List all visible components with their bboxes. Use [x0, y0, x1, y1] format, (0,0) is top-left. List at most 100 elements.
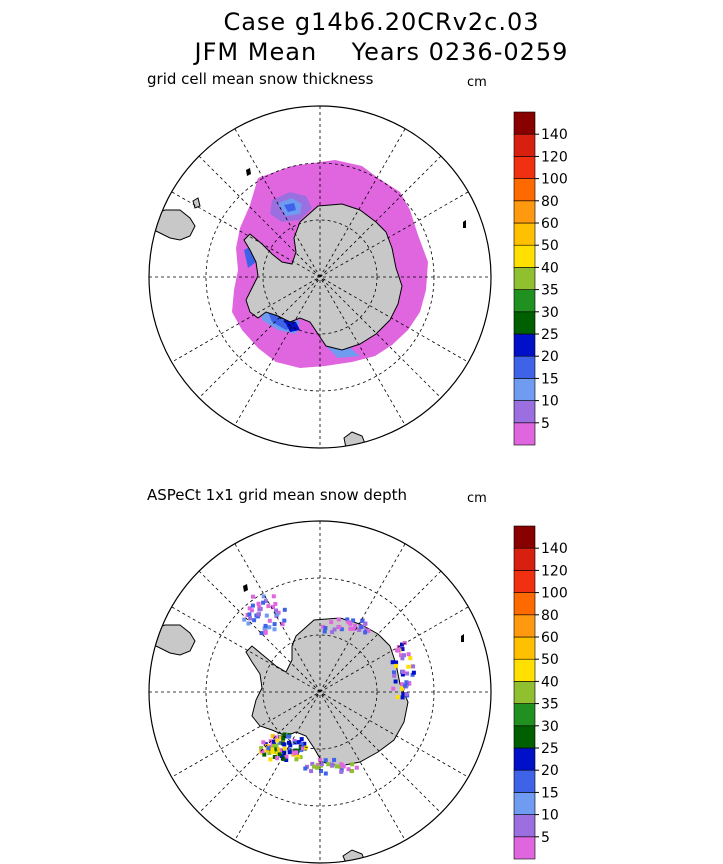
- observation-cell: [363, 630, 368, 635]
- observation-cell: [394, 663, 398, 668]
- observation-cell: [275, 738, 280, 743]
- colorbar-swatch: [513, 244, 536, 268]
- colorbar-swatch: [513, 614, 536, 638]
- colorbar-swatch: [513, 178, 536, 202]
- colorbar-swatch: [513, 592, 536, 616]
- observation-cell: [400, 647, 405, 652]
- colorbar-swatch: [513, 422, 536, 446]
- observation-cell: [263, 623, 268, 628]
- observation-cell: [392, 673, 397, 678]
- observation-cell: [353, 623, 358, 628]
- observation-cell: [408, 656, 413, 661]
- observation-cell: [282, 732, 287, 737]
- observation-cell: [257, 605, 262, 610]
- observation-cell: [400, 656, 405, 661]
- observation-cell: [271, 594, 276, 599]
- observation-cell: [262, 626, 267, 631]
- colorbar-swatch: [513, 289, 536, 313]
- observation-cell: [326, 762, 331, 767]
- observation-cell: [400, 672, 405, 677]
- observation-cells: [242, 594, 416, 776]
- colorbar-1: 5 10 15 20 25 30 35 40 50 60 80 100 120 140: [513, 111, 568, 446]
- graticule-2: [149, 521, 491, 863]
- colorbar-tick-label: 5: [541, 830, 550, 846]
- observation-cell: [323, 626, 328, 630]
- observation-cell: [273, 602, 278, 606]
- observation-cell: [402, 653, 406, 658]
- colorbar-tick-label: 25: [541, 327, 559, 343]
- observation-cell: [400, 695, 405, 700]
- observation-cell: [263, 599, 268, 604]
- observation-cell: [287, 747, 292, 752]
- colorbar-swatch: [513, 311, 536, 335]
- observation-cell: [332, 627, 337, 632]
- colorbar-swatch: [513, 658, 536, 682]
- colorbar-tick-label: 10: [541, 808, 559, 824]
- panel-2-unit: cm: [467, 491, 487, 506]
- colorbar-swatch: [513, 747, 536, 771]
- observation-cell: [272, 739, 276, 744]
- colorbar-tick-label: 25: [541, 741, 559, 757]
- observation-cell: [272, 755, 277, 759]
- observation-cell: [285, 734, 290, 739]
- observation-cell: [248, 616, 253, 621]
- observation-cell: [298, 755, 303, 760]
- observation-cell: [321, 624, 326, 629]
- observation-cell: [357, 628, 362, 632]
- observation-cell: [316, 763, 321, 768]
- observation-cell: [337, 764, 342, 769]
- observation-cell: [273, 737, 278, 742]
- map-boundary-1: [148, 105, 492, 449]
- colorbar-tick-label: 140: [541, 127, 568, 143]
- observation-cell: [363, 621, 368, 626]
- colorbar-swatch: [513, 525, 536, 549]
- observation-cell: [394, 660, 399, 665]
- observation-cell: [247, 612, 252, 617]
- observation-cell: [267, 625, 272, 630]
- observation-cell: [411, 664, 416, 669]
- colorbar-swatch: [513, 681, 536, 704]
- observation-cell: [275, 747, 280, 752]
- colorbar-tick-label: 5: [541, 416, 550, 432]
- observation-cell: [354, 765, 359, 770]
- colorbar-tick-label: 100: [541, 586, 568, 602]
- observation-cell: [309, 769, 314, 774]
- observation-cell: [352, 626, 357, 631]
- observation-cell: [284, 754, 289, 759]
- observation-cell: [403, 683, 408, 688]
- panel-1-label: grid cell mean snow thickness: [147, 70, 374, 88]
- observation-cell: [322, 629, 327, 634]
- observation-cell: [261, 740, 266, 745]
- observation-cell: [265, 748, 270, 753]
- observation-cell: [271, 743, 276, 748]
- antarctica-land-2: [245, 617, 409, 767]
- figure-title-line-2: JFM Mean Years 0236-0259: [194, 38, 569, 66]
- observation-cell: [261, 600, 266, 605]
- observation-cell: [336, 617, 341, 622]
- colorbar-tick-label: 20: [541, 763, 559, 779]
- colorbar-swatch: [513, 792, 536, 815]
- observation-cell: [273, 735, 278, 740]
- observation-cell: [392, 670, 396, 675]
- observation-cell: [281, 754, 286, 759]
- observation-cell: [280, 748, 285, 752]
- observation-cell: [274, 608, 278, 613]
- observation-cell: [249, 608, 254, 613]
- observation-cell: [256, 612, 261, 617]
- colorbar-tick-label: 120: [541, 563, 568, 579]
- colorbar-swatch: [513, 703, 536, 727]
- observation-cell: [329, 620, 334, 625]
- colorbar-tick-label: 30: [541, 719, 559, 735]
- observation-cell: [272, 622, 277, 627]
- map-panel-2: [148, 520, 492, 864]
- observation-cell: [393, 679, 398, 684]
- observation-cell: [410, 672, 415, 677]
- observation-cell: [391, 686, 396, 691]
- observation-cell: [346, 620, 351, 625]
- observation-cell: [395, 695, 400, 700]
- observation-cell: [280, 622, 285, 627]
- colorbar-2: 5 10 15 20 25 30 35 40 50 60 80 100 120 140: [513, 525, 568, 860]
- observation-cell: [259, 631, 264, 636]
- observation-cell: [400, 642, 404, 647]
